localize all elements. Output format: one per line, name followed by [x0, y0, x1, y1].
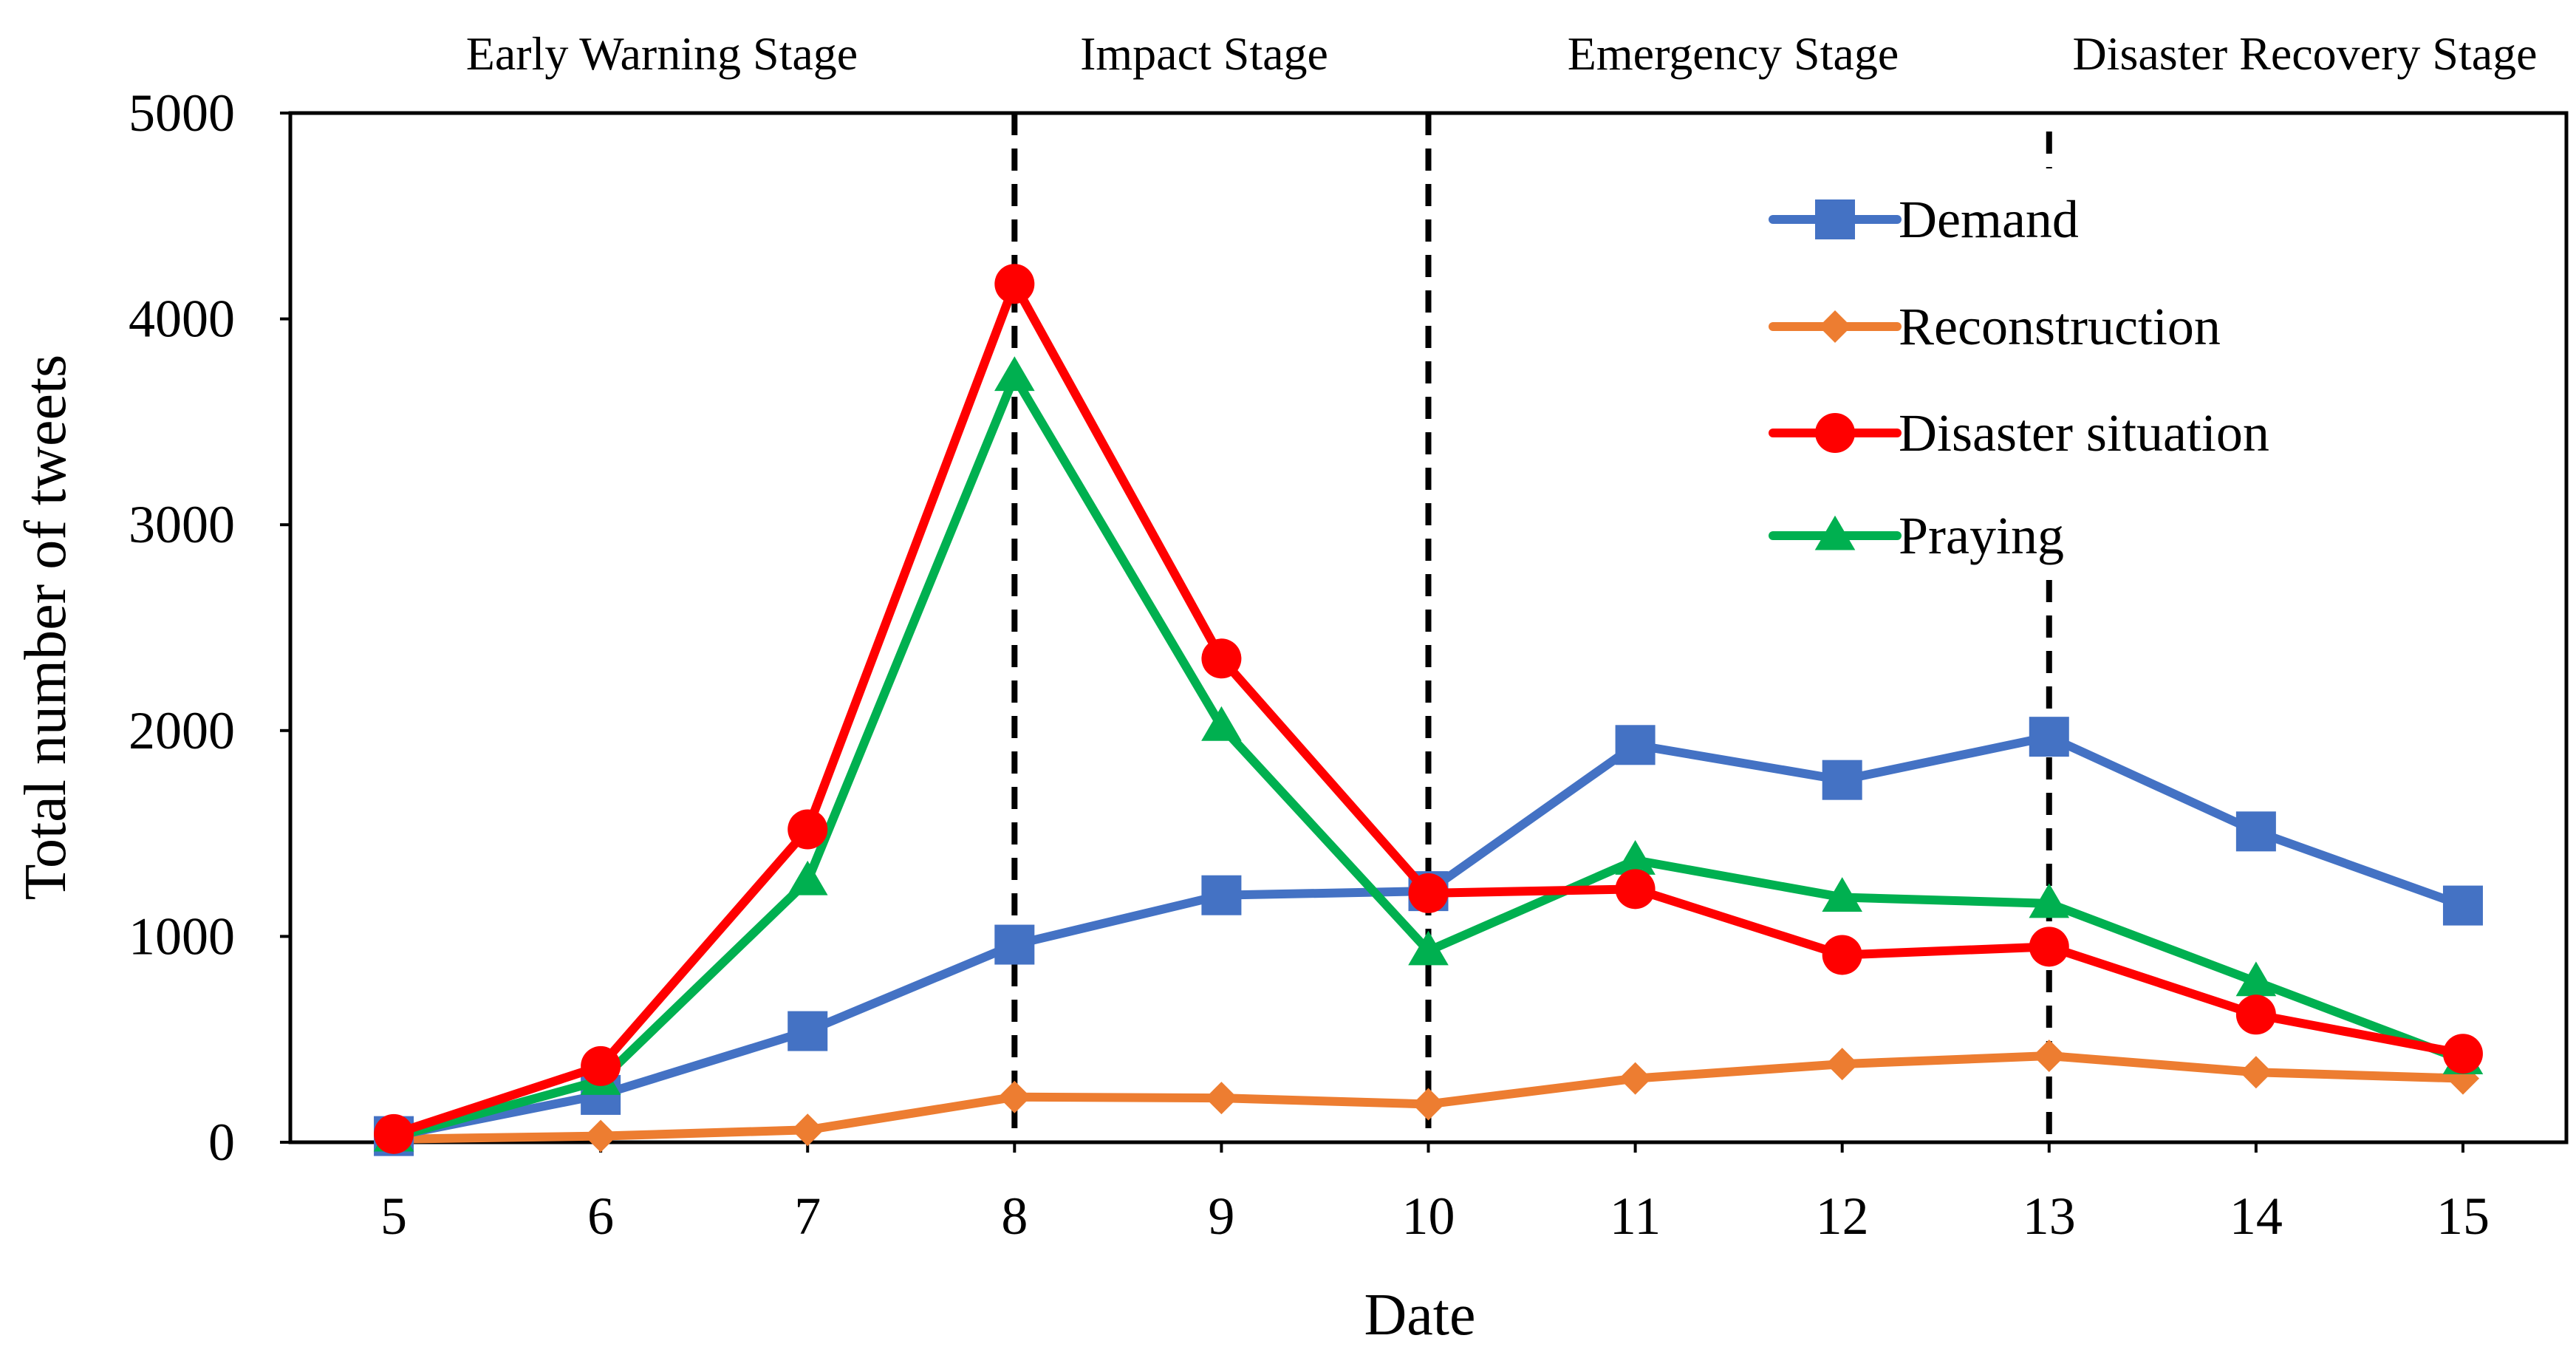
data-point-reconstruction — [1412, 1088, 1445, 1121]
data-point-demand — [994, 924, 1035, 965]
data-point-demand — [2235, 811, 2276, 852]
legend-marker — [1819, 310, 1851, 343]
x-tick-label: 5 — [380, 1187, 407, 1246]
legend-label: Demand — [1899, 190, 2079, 249]
data-point-demand — [1822, 760, 1862, 800]
data-point-disaster-situation — [1201, 638, 1242, 679]
data-point-disaster-situation — [581, 1045, 621, 1086]
data-point-demand — [788, 1011, 828, 1051]
data-point-reconstruction — [998, 1080, 1031, 1113]
y-tick-label: 4000 — [129, 290, 235, 349]
stage-labels: Early Warning Stage Impact Stage Emergen… — [466, 27, 2538, 80]
stage-label-impact: Impact Stage — [1080, 27, 1328, 80]
series-disaster-situation — [374, 264, 2483, 1154]
legend-label: Disaster situation — [1899, 403, 2269, 463]
legend-item-praying: Praying — [1769, 506, 2064, 565]
stage-label-early-warning: Early Warning Stage — [466, 27, 858, 80]
x-tick-label: 9 — [1208, 1187, 1234, 1246]
data-point-disaster-situation — [2029, 927, 2069, 967]
data-point-disaster-situation — [374, 1113, 414, 1154]
stage-label-disaster-recovery: Disaster Recovery Stage — [2072, 27, 2537, 80]
data-point-disaster-situation — [1822, 935, 1862, 975]
x-tick-label: 8 — [1001, 1187, 1028, 1246]
y-tick-label: 1000 — [129, 907, 235, 966]
data-series — [373, 264, 2484, 1156]
legend-marker — [1814, 515, 1856, 550]
legend-marker — [1815, 413, 1855, 453]
legend-marker — [1815, 199, 1855, 239]
data-point-praying — [1615, 840, 1656, 875]
x-tick-label: 12 — [1816, 1187, 1869, 1246]
legend-label: Praying — [1899, 506, 2064, 565]
y-tick-label: 5000 — [129, 83, 235, 143]
data-point-disaster-situation — [1615, 869, 1656, 910]
y-axis-title: Total number of tweets — [13, 355, 78, 901]
legend-item-reconstruction: Reconstruction — [1769, 297, 2221, 356]
legend-item-disaster-situation: Disaster situation — [1769, 403, 2269, 463]
data-point-reconstruction — [2032, 1039, 2066, 1072]
x-tick-label: 13 — [2023, 1187, 2076, 1246]
legend-label: Reconstruction — [1899, 297, 2221, 356]
data-point-reconstruction — [584, 1119, 618, 1153]
data-point-praying — [2029, 883, 2070, 918]
series-praying — [373, 356, 2484, 1152]
data-point-demand — [1615, 725, 1656, 765]
data-point-demand — [2442, 885, 2483, 926]
data-point-disaster-situation — [1408, 873, 1449, 913]
data-point-disaster-situation — [788, 809, 828, 850]
data-point-reconstruction — [2239, 1056, 2272, 1089]
x-tick-label: 14 — [2230, 1187, 2283, 1246]
y-axis-ticks: 0 1000 2000 3000 4000 5000 — [129, 83, 290, 1172]
x-tick-label: 10 — [1402, 1187, 1455, 1246]
x-tick-label: 7 — [794, 1187, 821, 1246]
data-point-praying — [787, 860, 828, 895]
stage-label-emergency: Emergency Stage — [1568, 27, 1899, 80]
y-tick-label: 0 — [208, 1113, 235, 1172]
y-tick-label: 2000 — [129, 701, 235, 760]
data-point-disaster-situation — [2235, 994, 2276, 1035]
data-point-demand — [1201, 875, 1242, 915]
x-tick-label: 15 — [2436, 1187, 2490, 1246]
x-axis-ticks: 5 6 7 8 9 10 11 12 13 14 15 — [380, 1142, 2490, 1246]
data-point-reconstruction — [1205, 1082, 1238, 1115]
data-point-demand — [2029, 717, 2069, 757]
legend: Demand Reconstruction Disaster situation Pr… — [1769, 190, 2269, 565]
data-point-praying — [2235, 961, 2277, 997]
data-point-praying — [1201, 706, 1242, 741]
stage-dividers — [1011, 113, 2052, 1142]
data-point-praying — [994, 356, 1035, 392]
x-tick-label: 11 — [1610, 1187, 1661, 1246]
data-point-disaster-situation — [994, 264, 1035, 304]
data-point-praying — [1408, 930, 1449, 966]
data-point-reconstruction — [1825, 1048, 1859, 1081]
legend-item-demand: Demand — [1769, 190, 2079, 249]
data-point-reconstruction — [791, 1113, 824, 1147]
x-axis-title: Date — [1364, 1283, 1475, 1348]
data-point-praying — [1822, 877, 1862, 912]
data-point-reconstruction — [1619, 1062, 1652, 1095]
x-tick-label: 6 — [587, 1187, 614, 1246]
data-point-disaster-situation — [2442, 1034, 2483, 1074]
y-tick-label: 3000 — [129, 495, 235, 554]
